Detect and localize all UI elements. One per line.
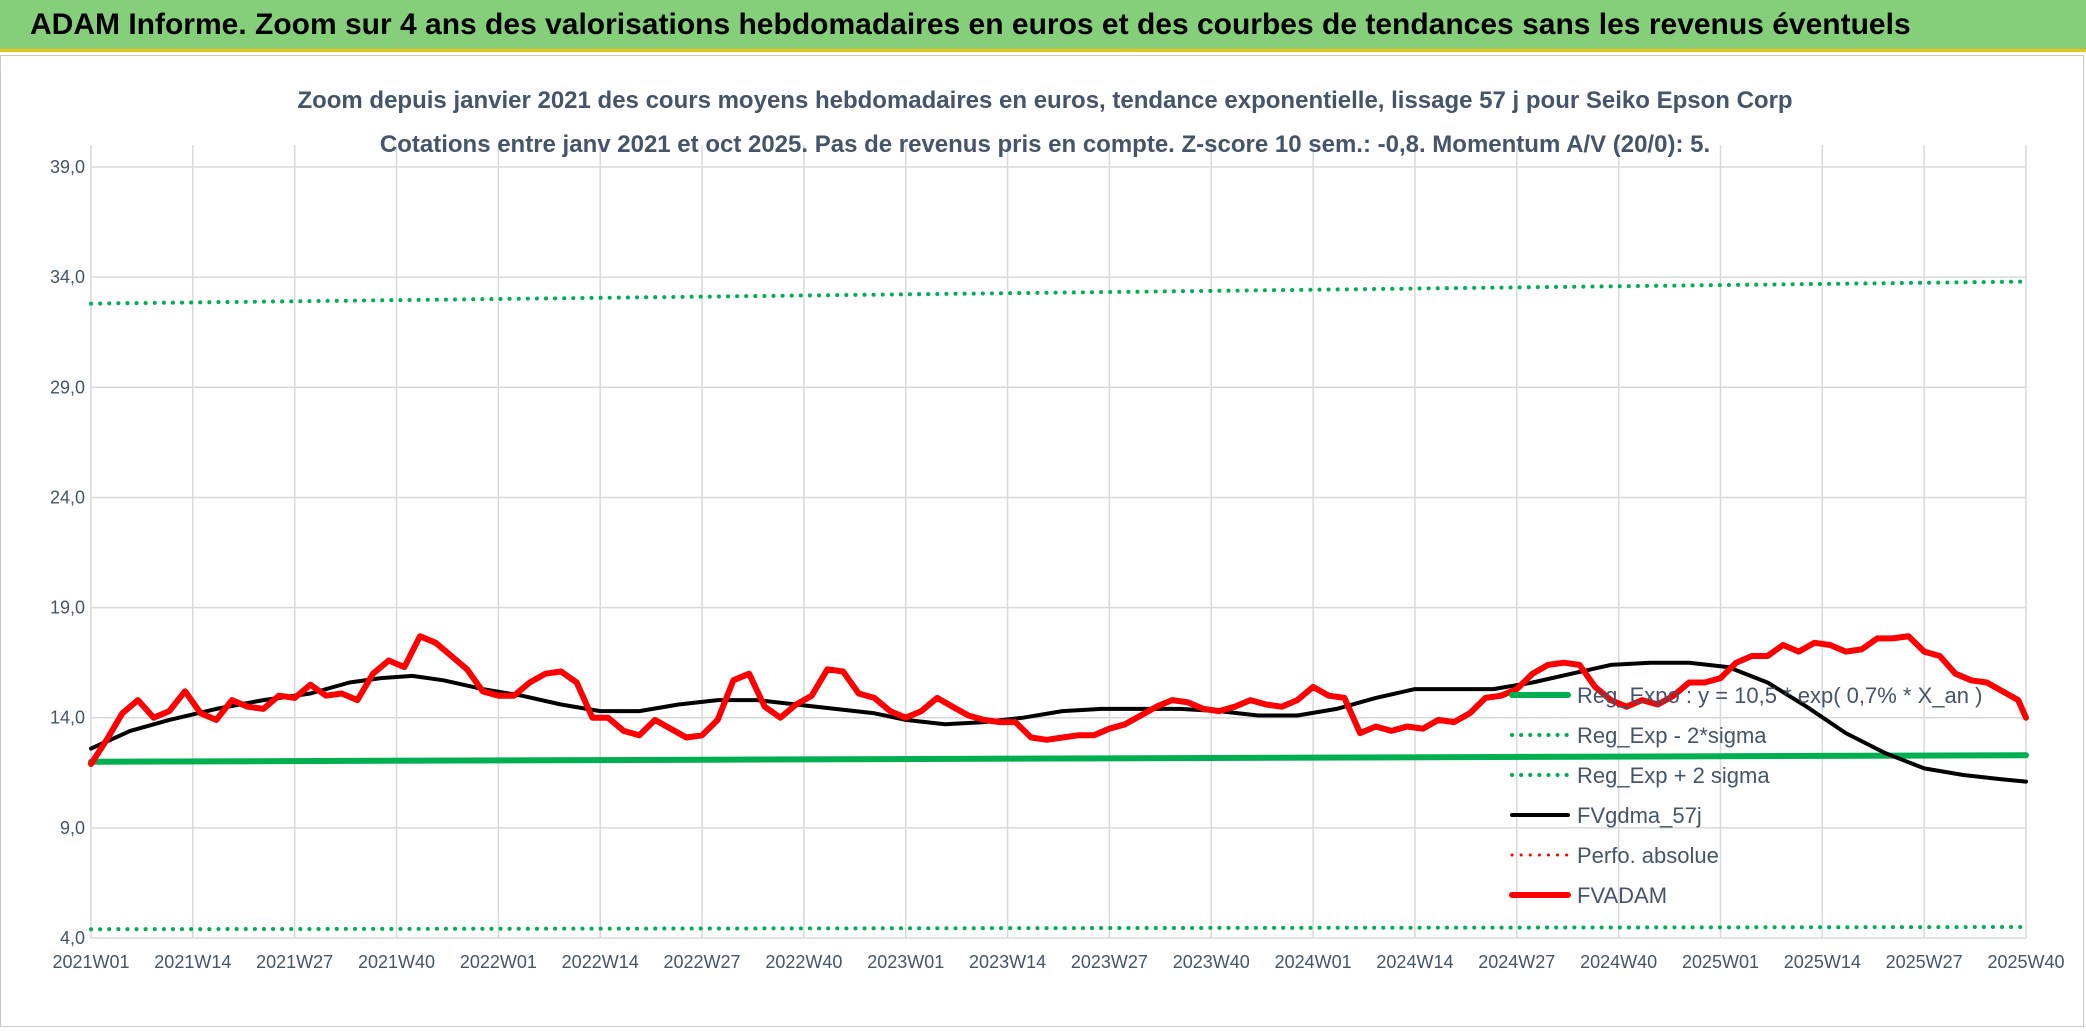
x-tick-label: 2021W40 [358, 952, 435, 972]
grid [90, 145, 2027, 939]
report-banner: ADAM Informe. Zoom sur 4 ans des valoris… [0, 0, 2086, 52]
series-line-fvgdma-57j [89, 660, 2028, 784]
x-tick-label: 2021W14 [154, 952, 231, 972]
x-tick-label: 2023W40 [1173, 952, 1250, 972]
series-line-reg-exp-2-sigma [89, 279, 2028, 306]
x-tick-label: 2023W27 [1071, 952, 1148, 972]
legend-label: Reg_Expo : y = 10,5 * exp( 0,7% * X_an ) [1577, 683, 1982, 708]
y-tick-label: 34,0 [50, 267, 85, 287]
series-layer [88, 279, 2029, 932]
x-tick-label: 2024W01 [1275, 952, 1352, 972]
legend-label: Reg_Exp - 2*sigma [1577, 723, 1767, 748]
legend-label: Perfo. absolue [1577, 843, 1719, 868]
x-tick-label: 2024W27 [1478, 952, 1555, 972]
legend-label: FVgdma_57j [1577, 803, 1702, 828]
x-tick-label: 2022W14 [562, 952, 639, 972]
x-tick-label: 2022W01 [460, 952, 537, 972]
chart-title: Zoom depuis janvier 2021 des cours moyen… [297, 87, 1792, 114]
x-tick-label: 2022W27 [664, 952, 741, 972]
y-tick-label: 39,0 [50, 157, 85, 177]
y-tick-label: 14,0 [50, 708, 85, 728]
legend: Reg_Expo : y = 10,5 * exp( 0,7% * X_an )… [1509, 683, 1982, 908]
chart-frame [0, 55, 2084, 1027]
x-tick-label: 2025W14 [1784, 952, 1861, 972]
y-tick-label: 9,0 [60, 818, 85, 838]
x-tick-label: 2023W01 [867, 952, 944, 972]
y-axis-ticks: 4,0 9,0 14,0 19,0 24,0 29,0 34,0 39,0 [50, 157, 85, 948]
series-line-fvadam [88, 633, 2029, 767]
legend-label: FVADAM [1577, 883, 1667, 908]
series-line-reg-expo-y-10-5-exp-0-7-x-an [88, 752, 2029, 765]
chart-subtitle: Cotations entre janv 2021 et oct 2025. P… [380, 131, 1710, 158]
x-tick-label: 2025W40 [1987, 952, 2064, 972]
x-tick-label: 2023W14 [969, 952, 1046, 972]
y-tick-label: 24,0 [50, 487, 85, 507]
report-title: ADAM Informe. Zoom sur 4 ans des valoris… [30, 8, 1911, 41]
y-tick-label: 19,0 [50, 598, 85, 618]
series-line-reg-exp-2-sigma [89, 925, 2028, 932]
x-tick-label: 2025W27 [1886, 952, 1963, 972]
x-tick-label: 2024W40 [1580, 952, 1657, 972]
legend-label: Reg_Exp + 2 sigma [1577, 763, 1770, 788]
x-tick-label: 2025W01 [1682, 952, 1759, 972]
y-tick-label: 29,0 [50, 377, 85, 397]
y-tick-label: 4,0 [60, 928, 85, 948]
x-tick-label: 2021W01 [52, 952, 129, 972]
x-tick-label: 2022W40 [765, 952, 842, 972]
x-axis-ticks: 2021W01 2021W14 2021W27 2021W40 2022W01 2022W… [52, 952, 2064, 972]
x-tick-label: 2021W27 [256, 952, 333, 972]
x-tick-label: 2024W14 [1376, 952, 1453, 972]
